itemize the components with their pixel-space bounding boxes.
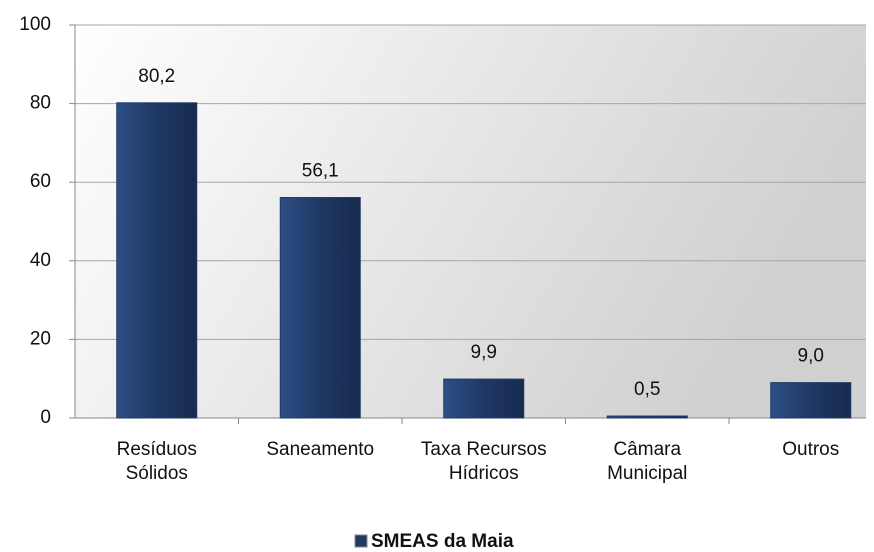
x-tick-label: Outros — [782, 439, 839, 460]
bar — [279, 197, 361, 419]
y-tick-label: 100 — [19, 14, 51, 35]
bar — [770, 382, 852, 419]
y-tick-label: 0 — [40, 407, 51, 428]
data-label: 9,9 — [471, 342, 497, 363]
data-label: 0,5 — [634, 379, 660, 400]
bar — [116, 102, 198, 419]
data-label: 9,0 — [798, 346, 824, 367]
x-tick-label: Taxa Recursos Hídricos — [421, 439, 547, 484]
legend-label: SMEAS da Maia — [371, 531, 514, 552]
y-tick-label: 40 — [30, 250, 51, 271]
x-tick-label: Saneamento — [266, 439, 374, 460]
legend-swatch — [354, 534, 368, 548]
bar — [606, 415, 688, 419]
y-tick-label: 80 — [30, 93, 51, 114]
y-tick-label: 60 — [30, 171, 51, 192]
plot-background — [75, 25, 866, 418]
x-tick-label: Câmara Municipal — [607, 439, 687, 484]
x-tick-label: Resíduos Sólidos — [117, 439, 197, 484]
bar — [443, 378, 525, 419]
data-label: 80,2 — [138, 66, 175, 87]
y-tick-label: 20 — [30, 328, 51, 349]
data-label: 56,1 — [302, 161, 339, 182]
